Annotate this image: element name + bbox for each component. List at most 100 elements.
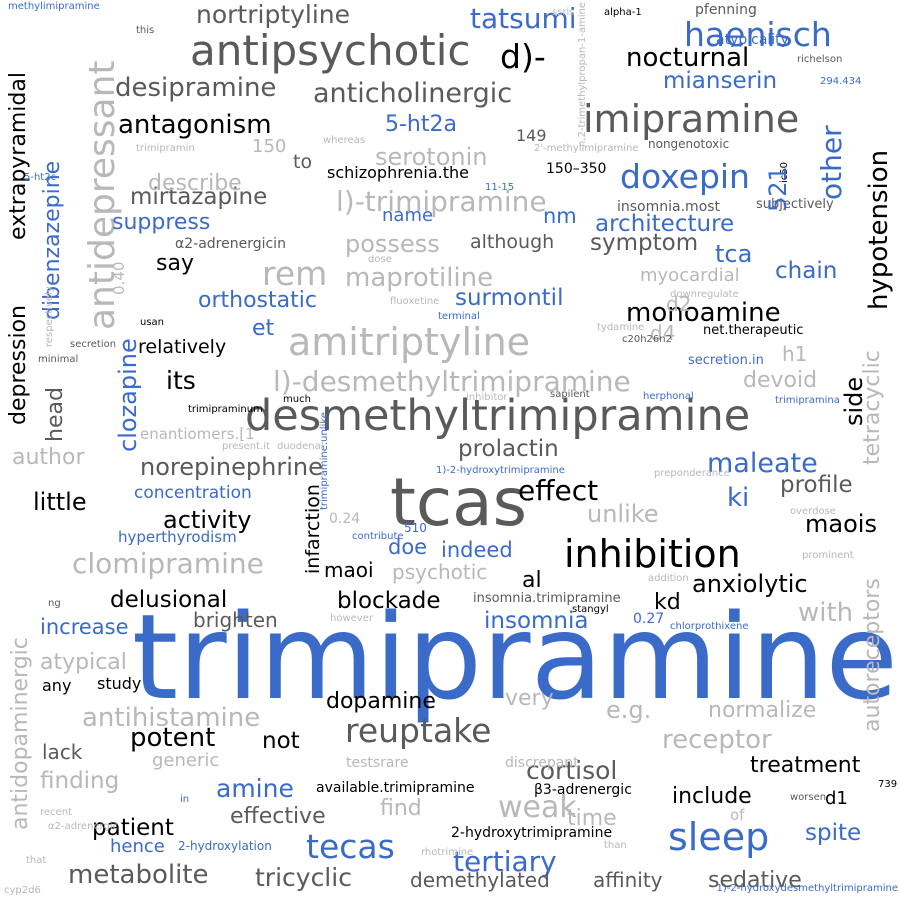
word-imipramine: imipramine bbox=[583, 97, 800, 141]
word-mirtazapine: mirtazapine bbox=[130, 184, 268, 210]
word-anticholinergic: anticholinergic bbox=[313, 78, 513, 109]
word-5-ht2a: 5-ht2a bbox=[385, 112, 457, 137]
word-unlike: unlike bbox=[587, 500, 659, 528]
word-nongenotoxic: nongenotoxic bbox=[648, 137, 730, 151]
word-1-2-hydroxydesmethyltrimipramine: 1)-2-hydroxydesmethyltrimipramine bbox=[716, 883, 898, 894]
word-d1: d1 bbox=[825, 788, 848, 809]
word-patient: patient bbox=[92, 815, 174, 841]
word-d4: d4 bbox=[650, 321, 676, 345]
word-relatively: relatively bbox=[138, 336, 227, 358]
word-preponderance: preponderance bbox=[654, 468, 730, 479]
word-net-therapeutic: net.therapeutic bbox=[703, 323, 804, 338]
word-minimal: minimal bbox=[38, 354, 79, 365]
word-antagonism: antagonism bbox=[118, 110, 272, 140]
word-usan: usan bbox=[140, 317, 165, 328]
word-hypotension: hypotension bbox=[864, 149, 894, 310]
word-amitriptyline: amitriptyline bbox=[288, 320, 531, 364]
word-head: head bbox=[43, 387, 68, 442]
word-much: much bbox=[283, 394, 311, 405]
word-maois: maois bbox=[805, 510, 877, 538]
word-available-trimipramine: available.trimipramine bbox=[316, 780, 475, 796]
word-trimipraminum: trimipraminum bbox=[188, 404, 263, 415]
word-l-desmethyltrimipramine: l)-desmethyltrimipramine bbox=[273, 365, 631, 398]
word-anxiolytic: anxiolytic bbox=[692, 570, 808, 598]
word-generic: generic bbox=[152, 750, 220, 771]
word-cyp2d6: cyp2d6 bbox=[4, 885, 41, 896]
word-2-adrenergic: α2-adrenergic bbox=[48, 821, 119, 832]
word-521: 521 bbox=[764, 166, 792, 212]
word-nocturnal: nocturnal bbox=[626, 43, 750, 73]
word-testsrare: testsrare bbox=[346, 755, 409, 771]
word-prominent: prominent bbox=[802, 550, 854, 561]
word-recent: recent bbox=[40, 807, 72, 818]
word-maprotiline: maprotiline bbox=[345, 263, 494, 293]
word-149: 149 bbox=[516, 126, 547, 145]
word-2-methylimipramine: 2'-methylimipramine bbox=[534, 143, 639, 154]
word-rem: rem bbox=[262, 254, 328, 293]
word-rhotrimine: rhotrimine bbox=[421, 847, 474, 858]
word-very: very bbox=[505, 686, 554, 711]
word-receptor: receptor bbox=[662, 725, 772, 755]
word-d2: d2 bbox=[666, 292, 692, 316]
word-to: to bbox=[293, 151, 313, 173]
word-11-15: 11-15 bbox=[485, 182, 515, 193]
word-sleep: sleep bbox=[668, 815, 770, 859]
word-et: et bbox=[252, 316, 275, 341]
word-nm: nm bbox=[543, 204, 577, 228]
word-finding: finding bbox=[40, 768, 120, 794]
word-tatsumi: tatsumi bbox=[470, 2, 577, 35]
word-serotonin: serotonin bbox=[375, 143, 488, 171]
word-discrepant: discrepant bbox=[505, 755, 579, 771]
word-worsen: worsen bbox=[790, 792, 827, 803]
word-contribute: contribute bbox=[352, 531, 404, 542]
word-tydamine: tydamine bbox=[597, 322, 645, 333]
word-than: than bbox=[604, 840, 627, 851]
word-nortriptyline: nortriptyline bbox=[196, 0, 351, 29]
word-sedative: sedative bbox=[708, 868, 802, 893]
word-dopamine: dopamine bbox=[326, 689, 436, 714]
word-739: 739 bbox=[878, 779, 898, 790]
word-doe: doe bbox=[388, 535, 428, 559]
word-of: of bbox=[730, 806, 745, 824]
word-activity: activity bbox=[163, 506, 252, 534]
word-insomnia-most: insomnia.most bbox=[617, 199, 721, 215]
word-spite: spite bbox=[805, 820, 862, 846]
word-norepinephrine: norepinephrine bbox=[140, 453, 323, 481]
word-inhibitor: inhibitor bbox=[466, 392, 508, 403]
word-tecas: tecas bbox=[306, 827, 395, 866]
word-respectively: respectively bbox=[44, 286, 55, 347]
word-although: although bbox=[470, 231, 555, 253]
word-hence: hence bbox=[110, 836, 165, 857]
word-duodenal: duodenal bbox=[277, 441, 324, 452]
word-find: find bbox=[380, 796, 422, 821]
word-h1: h1 bbox=[782, 342, 808, 366]
word-e-g: e.g. bbox=[606, 696, 652, 724]
word-normalize: normalize bbox=[708, 698, 817, 723]
word-tricyclic: tricyclic bbox=[255, 863, 352, 892]
word-schizophrenia-the: schizophrenia.the bbox=[327, 163, 470, 182]
word-orthostatic: orthostatic bbox=[198, 288, 317, 313]
word-clomipramine: clomipramine bbox=[72, 547, 264, 580]
word-insomnia: insomnia bbox=[484, 608, 589, 634]
word-stangyl: stangyl bbox=[572, 604, 609, 615]
word-tetracyclic: tetracyclic bbox=[860, 350, 885, 465]
word-secretion: secretion bbox=[70, 339, 117, 350]
word-lack: lack bbox=[42, 740, 83, 764]
word-0-24: 0.24 bbox=[329, 511, 361, 527]
word-prolactin: prolactin bbox=[458, 436, 559, 462]
word-1-2-hydroxytrimipramine: 1)-2-hydroxytrimipramine bbox=[436, 465, 565, 476]
word-ng: ng bbox=[48, 598, 61, 609]
word-trimipramina: trimipramina bbox=[775, 395, 840, 406]
word-not: not bbox=[262, 728, 300, 754]
word-l-trimipramine: l)-trimipramine bbox=[336, 185, 547, 218]
word-concentration: concentration bbox=[134, 483, 252, 503]
word-psychotic: psychotic bbox=[392, 560, 488, 584]
word-3-adrenergic: β3-adrenergic bbox=[534, 782, 632, 798]
word-present-it: present.it bbox=[222, 441, 270, 452]
word-chain: chain bbox=[775, 258, 838, 284]
word-150: 150 bbox=[252, 136, 287, 157]
word-terminal: terminal bbox=[438, 311, 480, 322]
word-510: 510 bbox=[404, 521, 427, 535]
word-hyperthyrodism: hyperthyrodism bbox=[118, 528, 237, 546]
word-doxepin: doxepin bbox=[620, 157, 750, 196]
